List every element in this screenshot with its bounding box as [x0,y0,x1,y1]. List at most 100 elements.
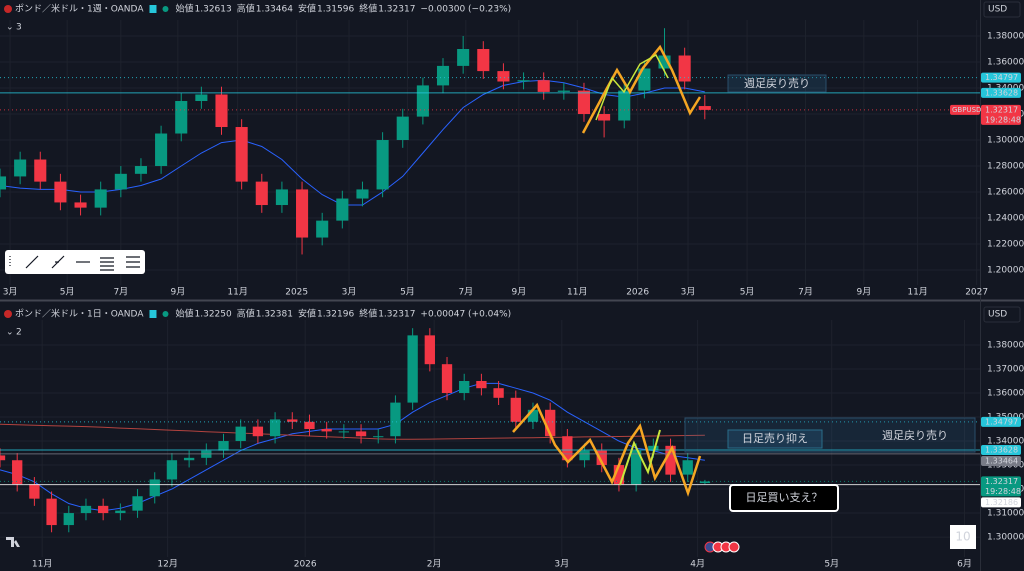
x-tick-label: 11月 [32,559,52,570]
ohlc-value: 1.32250 [195,310,232,320]
candle-body [441,364,453,393]
candle-body [12,460,23,485]
zigzag [619,429,661,486]
price-tag-label: 1.34797 [985,73,1018,82]
channel-tool[interactable] [126,256,140,268]
drawing-toolbar[interactable] [5,250,145,274]
candle-body [699,481,711,484]
badge-box [950,525,976,549]
toolbar[interactable] [5,250,145,274]
x-tick-label: 11月 [227,287,247,298]
symbol-icon [4,5,12,13]
candle-body [269,419,281,437]
candle-body [545,409,556,437]
price-tag-time: 19:28:48 [985,115,1021,124]
candle-body [457,48,470,66]
ohlc-label: 高値 [237,308,255,320]
y-tick-label: 1.31000 [987,509,1024,519]
ohlc-label: 始値 [175,308,193,320]
candle-body [114,173,127,190]
price-tag-label: 1.33464 [985,456,1018,465]
price-tag [981,87,1021,98]
candle-body [618,90,631,121]
price-tag-label: 1.33628 [985,445,1018,454]
price-tag [981,416,1021,427]
indicator-count: 3 [16,23,22,33]
x-tick-label: 5月 [824,559,839,570]
candle-body [0,176,7,190]
x-tick-label: 2月 [427,559,442,570]
price-tag [981,455,1021,466]
x-tick-label: 9月 [511,287,526,298]
status-dot [162,311,169,317]
candle-body [638,68,651,91]
candle-body [94,189,107,208]
y-tick-label: 1.24000 [987,214,1024,224]
candle-body [665,445,676,475]
price-tag-label: 1.32317 [985,105,1018,114]
y-tick-label: 1.36000 [987,57,1024,67]
ohlc-value: 1.32317 [378,310,415,320]
symbol-title: ポンド／米ドル・1週・OANDA [15,3,144,15]
logo [6,537,20,547]
zone [727,429,823,449]
symbol-tag [950,104,980,115]
candle-body [218,441,229,451]
y-tick-label: 1.30000 [987,136,1024,146]
candle-body [54,181,67,203]
candle-body [80,505,92,514]
x-tick-label: 2026 [294,560,317,570]
candle-body [166,460,178,480]
candle-body [396,116,409,141]
ohlc-value: 1.32381 [256,310,293,320]
annotation: 日足買い支え？ [746,491,823,504]
candle-body [63,513,74,526]
x-tick-label: 2026 [626,288,649,298]
candle-body [510,397,521,422]
candle-body [562,436,573,461]
ohlc-label: 高値 [237,3,255,15]
y-tick-label: 1.26000 [987,188,1024,198]
candle-body [336,198,349,221]
ohlc-value: 1.32613 [195,5,232,15]
candle-body [195,94,208,102]
ray-tool[interactable] [51,255,65,269]
y-tick-label: 1.28000 [987,162,1024,172]
x-tick-label: 9月 [171,287,186,298]
candle-body [476,380,487,389]
x-tick-label: 5月 [740,287,755,298]
ohlc-value: 1.31596 [317,5,354,15]
candle-body [287,419,298,422]
trend-line-tool[interactable] [25,255,39,269]
currency-button [983,306,1021,323]
x-tick-label: 7月 [113,287,128,298]
candle-body [0,455,6,461]
candle-body [598,114,611,121]
candle-body [132,496,143,511]
fib-tool[interactable] [100,257,114,271]
candle-body [579,450,590,461]
candle-body [416,85,429,117]
currency-label: USD [988,310,1007,320]
x-tick-label: 11月 [567,287,587,298]
candle-body [678,55,691,82]
change: −0.00300 (−0.23%) [420,5,511,15]
x-tick-label: 11月 [907,287,927,298]
ohlc-label: 安値 [298,308,316,320]
x-tick-label: 3月 [3,287,18,298]
x-tick-label: 2027 [965,288,988,298]
candle-body [29,484,40,499]
candle-body [596,450,607,466]
candle-body [74,202,87,208]
pane [0,20,980,285]
badge: 10 [955,530,970,544]
x-tick-label: 6月 [957,559,972,570]
candle-body [149,479,160,497]
moving-average [0,79,705,206]
candle-body [459,380,470,393]
zone [684,417,976,453]
currency-button [983,1,1021,18]
candle-body [316,220,329,238]
candle-body [215,94,228,128]
x-tick-label: 2025 [285,288,308,298]
